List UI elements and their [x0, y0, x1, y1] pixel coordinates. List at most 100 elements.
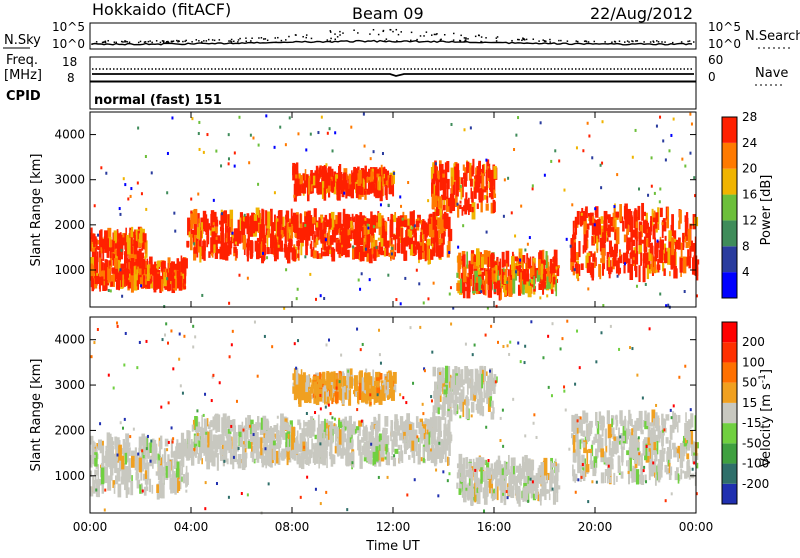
data-cell [271, 222, 274, 236]
data-cell [295, 174, 297, 178]
noise-search-point [334, 39, 336, 41]
data-cell [456, 483, 458, 489]
data-cell [654, 451, 657, 457]
data-cell [516, 487, 518, 501]
data-cell [482, 398, 484, 403]
data-cell [693, 461, 695, 464]
data-cell [440, 245, 444, 257]
data-cell [586, 464, 590, 472]
data-cell [686, 453, 689, 459]
noise-search-point [121, 41, 123, 43]
data-cell [366, 235, 370, 248]
data-cell [384, 178, 386, 184]
data-cell [685, 215, 687, 222]
data-cell [622, 455, 624, 466]
data-cell [472, 207, 474, 212]
noise-search-point [410, 40, 412, 42]
data-cell [605, 428, 607, 446]
noise-search-point [330, 40, 332, 42]
data-cell [149, 443, 152, 453]
data-cell [316, 222, 318, 227]
data-cell [368, 183, 370, 195]
data-cell [260, 438, 262, 456]
data-cell [254, 214, 257, 221]
noise-search-label: N.Search [745, 29, 800, 44]
data-cell [464, 128, 466, 131]
data-cell [238, 447, 240, 450]
data-cell [415, 438, 417, 443]
data-cell [475, 283, 478, 291]
data-cell [378, 414, 381, 432]
data-cell [289, 229, 291, 238]
data-cell [604, 451, 606, 462]
data-cell [271, 345, 273, 348]
noise-search-point [524, 39, 526, 41]
data-cell [378, 213, 381, 227]
data-cell [224, 427, 227, 436]
data-cell [522, 488, 524, 502]
data-cell [513, 148, 515, 151]
data-cell [277, 423, 279, 431]
data-cell [108, 249, 110, 258]
data-cell [655, 475, 657, 486]
data-cell [105, 241, 108, 245]
data-cell [478, 489, 480, 492]
data-cell [262, 220, 264, 228]
data-cell [323, 442, 326, 453]
data-cell [581, 213, 583, 216]
data-cell [124, 233, 126, 249]
data-cell [436, 395, 439, 402]
data-cell [239, 458, 242, 462]
data-cell [235, 241, 237, 244]
data-cell [321, 216, 323, 223]
data-cell [485, 334, 487, 337]
data-cell [491, 480, 493, 484]
data-cell [471, 165, 473, 176]
noise-search-point [275, 42, 277, 44]
data-cell [402, 396, 404, 399]
data-cell [354, 375, 358, 389]
data-cell [304, 255, 306, 258]
data-cell [228, 302, 230, 305]
data-cell [530, 478, 532, 481]
noise-search-point [656, 40, 658, 42]
data-cell [650, 243, 653, 254]
noise-search-point [114, 41, 116, 43]
data-cell [297, 288, 299, 291]
data-cell [681, 447, 685, 461]
data-cell [231, 449, 233, 465]
data-cell [265, 451, 267, 462]
data-cell [126, 487, 130, 494]
data-cell [333, 234, 335, 242]
data-cell [450, 286, 452, 289]
data-cell [236, 400, 238, 403]
data-cell [599, 266, 601, 279]
data-cell [140, 284, 142, 287]
data-cell [156, 265, 158, 268]
noise-search-point [151, 42, 153, 44]
data-cell [111, 267, 115, 273]
noise-search-point [115, 42, 117, 44]
data-cell [618, 266, 620, 276]
noise-search-point [305, 37, 307, 39]
data-cell [461, 177, 464, 184]
data-cell [306, 375, 310, 387]
data-cell [456, 283, 460, 291]
data-cell [551, 289, 554, 294]
data-cell [645, 283, 647, 286]
data-cell [190, 213, 193, 228]
data-cell [198, 223, 200, 240]
data-cell [127, 238, 131, 255]
data-cell [576, 146, 578, 149]
noise-search-point [542, 39, 544, 41]
data-cell [515, 270, 517, 273]
data-cell [422, 403, 424, 406]
data-cell [372, 187, 374, 190]
noise-search-point [615, 41, 617, 43]
data-cell [150, 460, 152, 463]
data-cell [213, 222, 215, 225]
data-cell [659, 187, 661, 190]
data-cell [532, 187, 534, 190]
data-cell [644, 212, 646, 216]
data-cell [200, 440, 203, 454]
